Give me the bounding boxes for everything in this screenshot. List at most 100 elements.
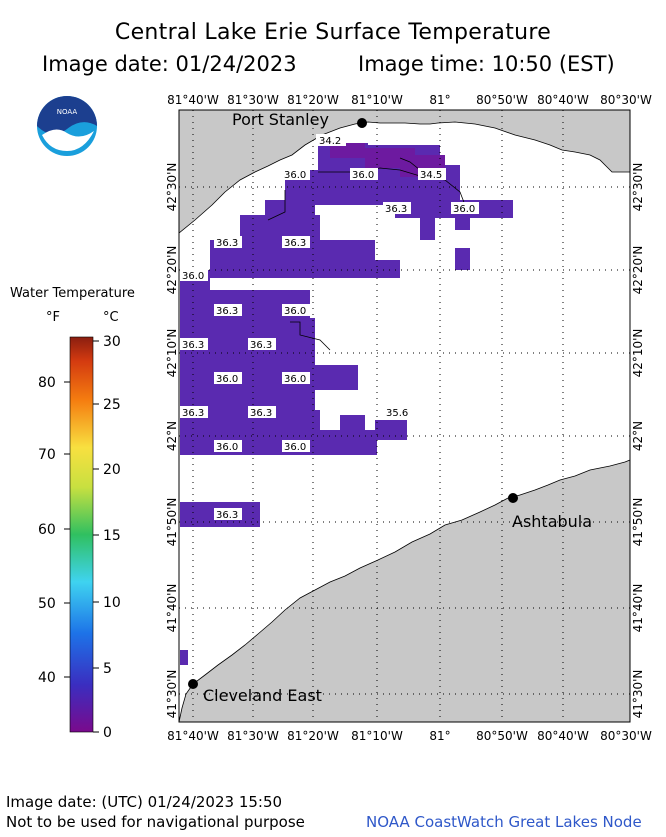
svg-text:80: 80 <box>38 375 56 391</box>
city-cleveland-east: Cleveland East <box>188 679 322 705</box>
colder-patches <box>330 143 445 177</box>
svg-text:42°30'N: 42°30'N <box>631 163 645 212</box>
svg-text:81°: 81° <box>429 93 450 107</box>
svg-text:40: 40 <box>38 670 56 686</box>
footer-source: NOAA CoastWatch Great Lakes Node <box>366 813 642 831</box>
temp-label: 35.6 <box>384 406 412 419</box>
svg-text:42°30'N: 42°30'N <box>165 163 179 212</box>
svg-text:35.6: 35.6 <box>386 408 408 419</box>
svg-text:50: 50 <box>38 596 56 612</box>
land-ohio <box>178 459 631 723</box>
svg-text:36.3: 36.3 <box>216 306 238 317</box>
temp-label: 34.5 <box>418 168 446 181</box>
temp-label: 36.0 <box>282 372 310 385</box>
page-title: Central Lake Erie Surface Temperature <box>114 20 552 45</box>
temp-label: 36.3 <box>214 508 242 521</box>
svg-text:36.3: 36.3 <box>182 408 204 419</box>
svg-text:80°50'W: 80°50'W <box>476 93 528 107</box>
svg-text:36.3: 36.3 <box>385 204 407 215</box>
image-time: Image time: 10:50 (EST) <box>358 52 615 76</box>
temp-label: 36.3 <box>180 406 208 419</box>
svg-text:36.0: 36.0 <box>453 204 475 215</box>
svg-text:42°20'N: 42°20'N <box>631 246 645 295</box>
map-frame <box>178 109 631 723</box>
temp-label: 36.3 <box>383 202 411 215</box>
image-date: Image date: 01/24/2023 <box>42 52 297 76</box>
svg-text:81°40'W: 81°40'W <box>167 93 219 107</box>
lat-labels-right: 42°30'N 42°20'N 42°10'N 42°N 41°50'N 41°… <box>631 163 645 719</box>
svg-text:15: 15 <box>103 528 121 544</box>
svg-text:34.5: 34.5 <box>420 170 442 181</box>
svg-text:42°N: 42°N <box>631 421 645 451</box>
city-label: Port Stanley <box>232 110 329 129</box>
temp-label: 36.0 <box>180 269 208 282</box>
temp-label: 36.3 <box>248 406 276 419</box>
temp-label: 36.3 <box>282 236 310 249</box>
svg-text:0: 0 <box>103 725 112 741</box>
city-port-stanley: Port Stanley <box>232 110 367 129</box>
legend-f-ticks: 80 70 60 50 40 <box>38 375 56 686</box>
svg-text:81°10'W: 81°10'W <box>351 729 403 743</box>
svg-text:30: 30 <box>103 334 121 350</box>
svg-text:41°50'N: 41°50'N <box>165 498 179 547</box>
svg-text:42°N: 42°N <box>165 421 179 451</box>
lon-labels-top: 81°40'W 81°30'W 81°20'W 81°10'W 81° 80°5… <box>167 93 652 107</box>
legend-colorbar <box>69 336 94 733</box>
footer-utc-date: Image date: (UTC) 01/24/2023 15:50 <box>6 793 283 811</box>
svg-text:81°30'W: 81°30'W <box>227 93 279 107</box>
city-label: Cleveland East <box>203 686 322 705</box>
svg-text:42°10'N: 42°10'N <box>631 329 645 378</box>
temperature-labels: 34.2 36.0 36.0 34.5 36.3 36.0 36.3 36.3 … <box>180 134 479 521</box>
lon-labels-bottom: 81°40'W 81°30'W 81°20'W 81°10'W 81° 80°5… <box>167 729 652 743</box>
city-marker <box>508 493 518 503</box>
svg-text:81°30'W: 81°30'W <box>227 729 279 743</box>
svg-text:42°10'N: 42°10'N <box>165 329 179 378</box>
legend-tick-marks <box>64 340 99 733</box>
temp-label: 36.0 <box>214 372 242 385</box>
svg-text:80°30'W: 80°30'W <box>600 729 652 743</box>
svg-text:42°20'N: 42°20'N <box>165 246 179 295</box>
svg-text:41°50'N: 41°50'N <box>631 498 645 547</box>
temp-label: 36.0 <box>282 440 310 453</box>
temp-label: 34.2 <box>316 134 346 147</box>
svg-text:80°40'W: 80°40'W <box>537 93 589 107</box>
svg-text:80°50'W: 80°50'W <box>476 729 528 743</box>
temp-label: 36.0 <box>350 168 378 181</box>
temp-label: 36.0 <box>214 440 242 453</box>
svg-text:41°30'N: 41°30'N <box>631 670 645 719</box>
legend-unit-c: °C <box>103 310 119 325</box>
svg-text:36.3: 36.3 <box>182 340 204 351</box>
svg-text:70: 70 <box>38 447 56 463</box>
temp-label: 36.3 <box>214 304 242 317</box>
svg-text:36.3: 36.3 <box>284 238 306 249</box>
footer-disclaimer: Not to be used for navigational purpose <box>6 813 305 831</box>
temp-label: 36.3 <box>180 338 208 351</box>
svg-text:41°40'N: 41°40'N <box>631 584 645 633</box>
svg-text:36.0: 36.0 <box>284 306 306 317</box>
svg-text:36.0: 36.0 <box>216 374 238 385</box>
svg-text:36.0: 36.0 <box>352 170 374 181</box>
svg-text:36.3: 36.3 <box>250 340 272 351</box>
svg-text:80°30'W: 80°30'W <box>600 93 652 107</box>
svg-text:81°10'W: 81°10'W <box>351 93 403 107</box>
legend-title: Water Temperature <box>10 286 135 301</box>
legend-c-ticks: 30 25 20 15 10 5 0 <box>103 334 121 741</box>
temp-label: 36.0 <box>451 202 479 215</box>
svg-text:10: 10 <box>103 595 121 611</box>
graticule <box>179 110 630 722</box>
contour-lines <box>267 157 466 351</box>
svg-text:5: 5 <box>103 661 112 677</box>
temp-label: 36.0 <box>282 168 310 181</box>
svg-text:36.3: 36.3 <box>250 408 272 419</box>
svg-text:36.0: 36.0 <box>284 170 306 181</box>
svg-text:41°40'N: 41°40'N <box>165 584 179 633</box>
temp-label: 36.3 <box>248 338 276 351</box>
svg-text:81°40'W: 81°40'W <box>167 729 219 743</box>
noaa-logo: NOAA <box>37 96 97 156</box>
svg-text:36.3: 36.3 <box>216 238 238 249</box>
land-canada <box>178 109 631 234</box>
lat-labels-left: 42°30'N 42°20'N 42°10'N 42°N 41°50'N 41°… <box>165 163 179 719</box>
city-ashtabula: Ashtabula <box>508 493 592 531</box>
svg-text:36.0: 36.0 <box>284 374 306 385</box>
